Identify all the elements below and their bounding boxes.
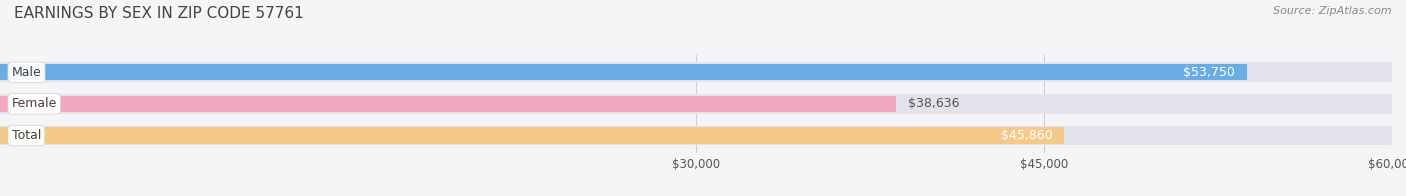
Bar (0, 126, 1392, 145)
Text: $53,750: $53,750 (1184, 66, 1236, 79)
Text: Male: Male (11, 66, 41, 79)
Text: Total: Total (11, 129, 41, 142)
Bar (0, 96, 896, 112)
Text: Female: Female (11, 97, 58, 110)
Bar (0, 64, 1247, 81)
Bar (0, 94, 1392, 114)
Text: $38,636: $38,636 (908, 97, 959, 110)
Bar (0, 127, 1064, 144)
Text: $45,860: $45,860 (1001, 129, 1052, 142)
Bar (0, 63, 1392, 82)
Text: Source: ZipAtlas.com: Source: ZipAtlas.com (1274, 6, 1392, 16)
Text: EARNINGS BY SEX IN ZIP CODE 57761: EARNINGS BY SEX IN ZIP CODE 57761 (14, 6, 304, 21)
